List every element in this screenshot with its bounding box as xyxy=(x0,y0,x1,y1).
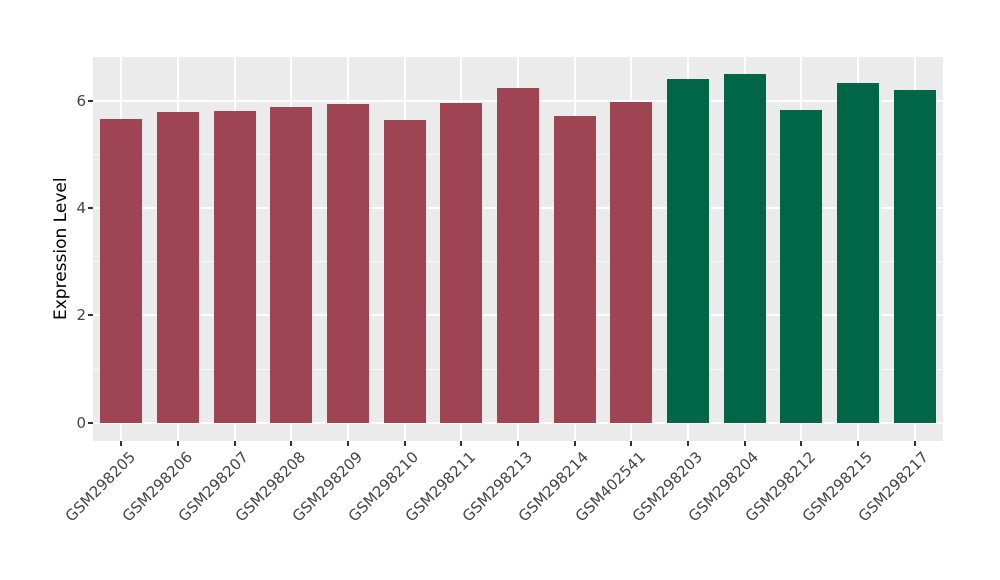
x-tick-mark xyxy=(913,441,916,446)
x-tick-mark xyxy=(573,441,576,446)
y-axis-title: Expression Level xyxy=(51,177,71,321)
x-tick-mark xyxy=(290,441,293,446)
x-tick-mark xyxy=(403,441,406,446)
x-tick-mark xyxy=(630,441,633,446)
bar xyxy=(610,102,653,423)
y-tick-label: 2 xyxy=(76,306,86,325)
x-tick-mark xyxy=(233,441,236,446)
x-tick-mark xyxy=(347,441,349,446)
x-tick-mark xyxy=(517,441,519,446)
y-tick-mark xyxy=(88,99,93,102)
bar xyxy=(213,110,256,423)
bar xyxy=(723,73,766,423)
bar xyxy=(837,83,879,423)
y-tick-label: 4 xyxy=(76,198,86,217)
x-tick-mark xyxy=(120,441,123,446)
bar xyxy=(497,88,539,423)
bar xyxy=(383,119,426,423)
y-tick-label: 0 xyxy=(76,413,86,432)
x-tick-mark xyxy=(177,441,179,446)
y-tick-mark xyxy=(88,421,93,424)
bar xyxy=(667,79,709,423)
y-tick-mark xyxy=(88,206,93,209)
bar xyxy=(270,106,313,423)
bar xyxy=(157,112,199,423)
bar xyxy=(327,104,369,423)
bar xyxy=(100,118,143,423)
y-tick-mark xyxy=(88,314,93,317)
y-tick-label: 6 xyxy=(76,91,86,110)
bar xyxy=(893,90,936,423)
x-tick-mark xyxy=(460,441,463,446)
bar xyxy=(440,102,483,423)
bar xyxy=(553,116,596,423)
x-tick-mark xyxy=(743,441,746,446)
plot-panel xyxy=(93,57,943,441)
x-tick-mark xyxy=(800,441,803,446)
x-tick-mark xyxy=(687,441,689,446)
bar xyxy=(780,109,823,423)
x-tick-mark xyxy=(857,441,859,446)
